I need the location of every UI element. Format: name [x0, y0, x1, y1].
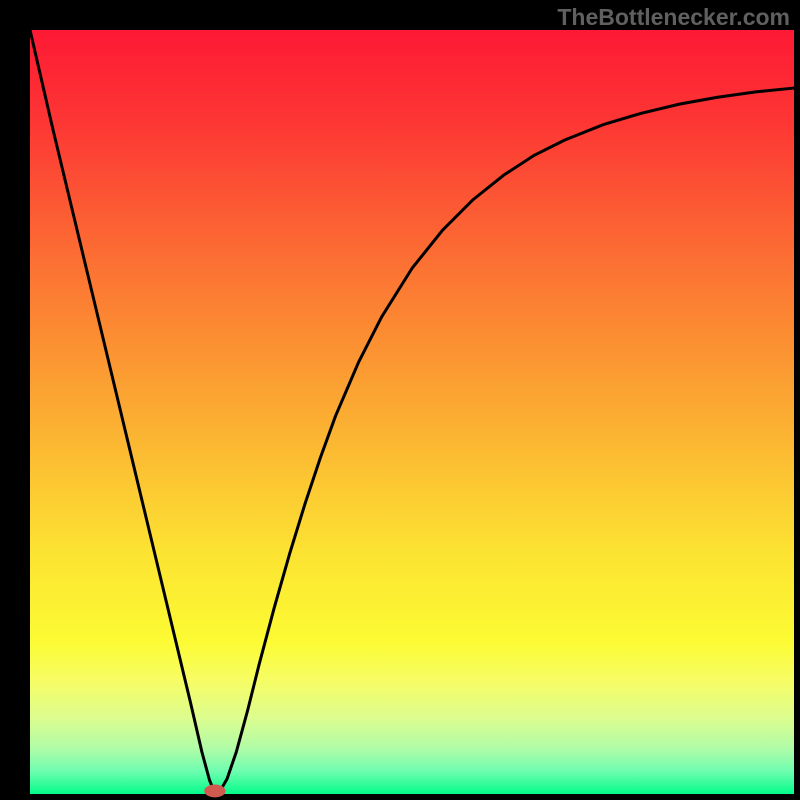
watermark-text: TheBottlenecker.com: [557, 4, 790, 31]
bottleneck-chart: [0, 0, 800, 800]
plot-background: [30, 30, 794, 794]
chart-container: TheBottlenecker.com: [0, 0, 800, 800]
optimal-point-marker: [204, 784, 225, 797]
